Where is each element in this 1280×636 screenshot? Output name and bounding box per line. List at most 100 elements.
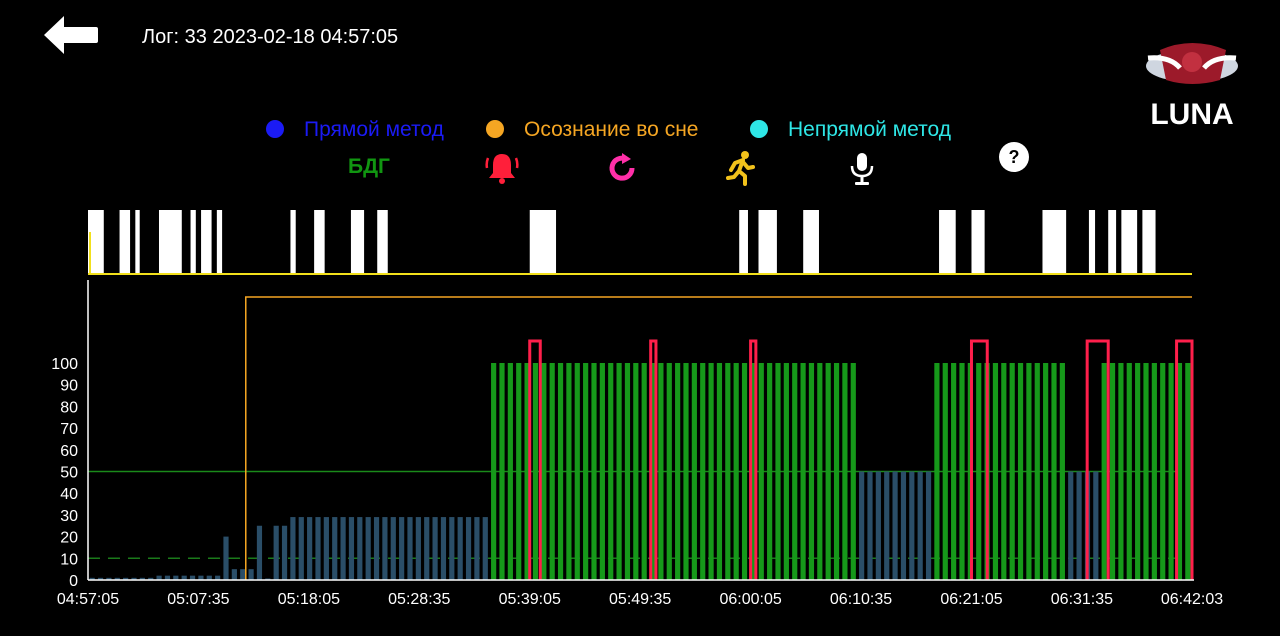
activity-bar <box>1088 210 1096 274</box>
data-bar <box>357 517 363 580</box>
data-bar <box>1051 363 1057 580</box>
data-bar <box>616 363 622 580</box>
data-bar <box>449 517 455 580</box>
data-bar <box>825 363 831 580</box>
data-bar <box>800 363 806 580</box>
data-bar <box>465 517 472 580</box>
repeat-button[interactable] <box>602 148 642 188</box>
data-bar <box>792 363 798 580</box>
data-bar <box>557 363 564 580</box>
data-bar <box>808 363 815 580</box>
activity-bar <box>119 210 131 274</box>
data-bar <box>1059 363 1065 580</box>
data-bar <box>348 517 355 580</box>
data-bar <box>1034 363 1040 580</box>
activity-bar <box>803 210 819 274</box>
data-bar <box>541 363 547 580</box>
data-bar <box>691 363 697 580</box>
help-button[interactable]: ? <box>994 137 1034 177</box>
running-person-icon <box>726 151 755 186</box>
x-tick-label: 05:07:35 <box>167 591 229 608</box>
data-bar <box>783 363 789 580</box>
help-icon: ? <box>999 142 1029 172</box>
data-bar <box>256 525 263 580</box>
data-bar <box>583 363 589 580</box>
data-bar <box>1176 363 1183 580</box>
activity-bar <box>971 210 985 274</box>
legend-label: Прямой метод <box>304 118 444 141</box>
data-bar <box>516 363 522 580</box>
orange-dot-icon <box>486 120 504 138</box>
data-bar <box>884 471 890 580</box>
data-bar <box>683 363 689 580</box>
data-bar <box>892 471 898 580</box>
data-bar <box>148 577 154 580</box>
activity-bar <box>1121 210 1138 274</box>
data-bar <box>925 471 932 580</box>
data-bar <box>223 536 229 580</box>
data-bar <box>1109 363 1116 580</box>
data-bar <box>1160 363 1166 580</box>
data-bar <box>365 517 371 580</box>
data-bar <box>123 577 129 580</box>
data-bar <box>1001 363 1007 580</box>
back-button[interactable] <box>40 12 100 58</box>
activity-bar <box>529 210 557 274</box>
data-bar <box>307 517 313 580</box>
data-bar <box>900 471 907 580</box>
data-bar <box>658 363 664 580</box>
data-bar <box>156 575 162 580</box>
data-bar <box>942 363 948 580</box>
activity-bar <box>758 210 777 274</box>
activity-bar <box>201 210 212 274</box>
legend-label: Непрямой метод <box>788 118 951 141</box>
activity-bar <box>158 210 182 274</box>
voice-button[interactable] <box>842 148 882 188</box>
data-bar <box>608 363 614 580</box>
x-tick-label: 06:42:03 <box>1161 591 1223 608</box>
wake-event-marker <box>1085 339 1110 580</box>
activity-bar <box>135 210 140 274</box>
y-tick-label: 70 <box>60 421 78 438</box>
activity-bar <box>216 210 223 274</box>
data-bar <box>499 363 505 580</box>
microphone-icon <box>850 153 874 185</box>
data-bar <box>1026 363 1032 580</box>
data-bar <box>976 363 982 580</box>
y-tick-label: 60 <box>60 443 78 460</box>
app-logo <box>1140 28 1244 92</box>
rem-legend-label: БДГ <box>348 155 390 178</box>
data-bar <box>666 363 672 580</box>
page-title: Лог: 33 2023-02-18 04:57:05 <box>142 26 399 48</box>
data-bar <box>390 517 396 580</box>
blue-dot-icon <box>266 120 284 138</box>
x-tick-label: 06:10:35 <box>830 591 892 608</box>
y-tick-label: 90 <box>60 378 78 395</box>
data-bar <box>89 577 95 580</box>
data-bar <box>859 471 865 580</box>
data-bar <box>725 363 731 580</box>
data-bar <box>992 363 999 580</box>
data-bar <box>675 363 681 580</box>
data-bar <box>106 577 112 580</box>
data-bar <box>323 517 329 580</box>
data-bar <box>741 363 748 580</box>
data-bar <box>1135 363 1141 580</box>
legend-direct-method: Прямой метод <box>266 118 444 142</box>
activity-bar <box>290 210 296 274</box>
data-bar <box>1068 471 1074 580</box>
data-bar <box>189 575 196 580</box>
activity-bar <box>939 210 956 274</box>
data-bar <box>290 517 296 580</box>
data-bar <box>758 363 764 580</box>
data-bar <box>1017 363 1024 580</box>
x-tick-label: 05:39:05 <box>499 591 561 608</box>
data-bar <box>909 471 915 580</box>
wake-event-marker <box>969 339 989 580</box>
svg-text:?: ? <box>1009 147 1020 167</box>
y-tick-label: 50 <box>60 465 78 482</box>
alarm-button[interactable] <box>482 148 522 188</box>
data-bar <box>775 363 781 580</box>
activity-button[interactable] <box>720 148 760 188</box>
